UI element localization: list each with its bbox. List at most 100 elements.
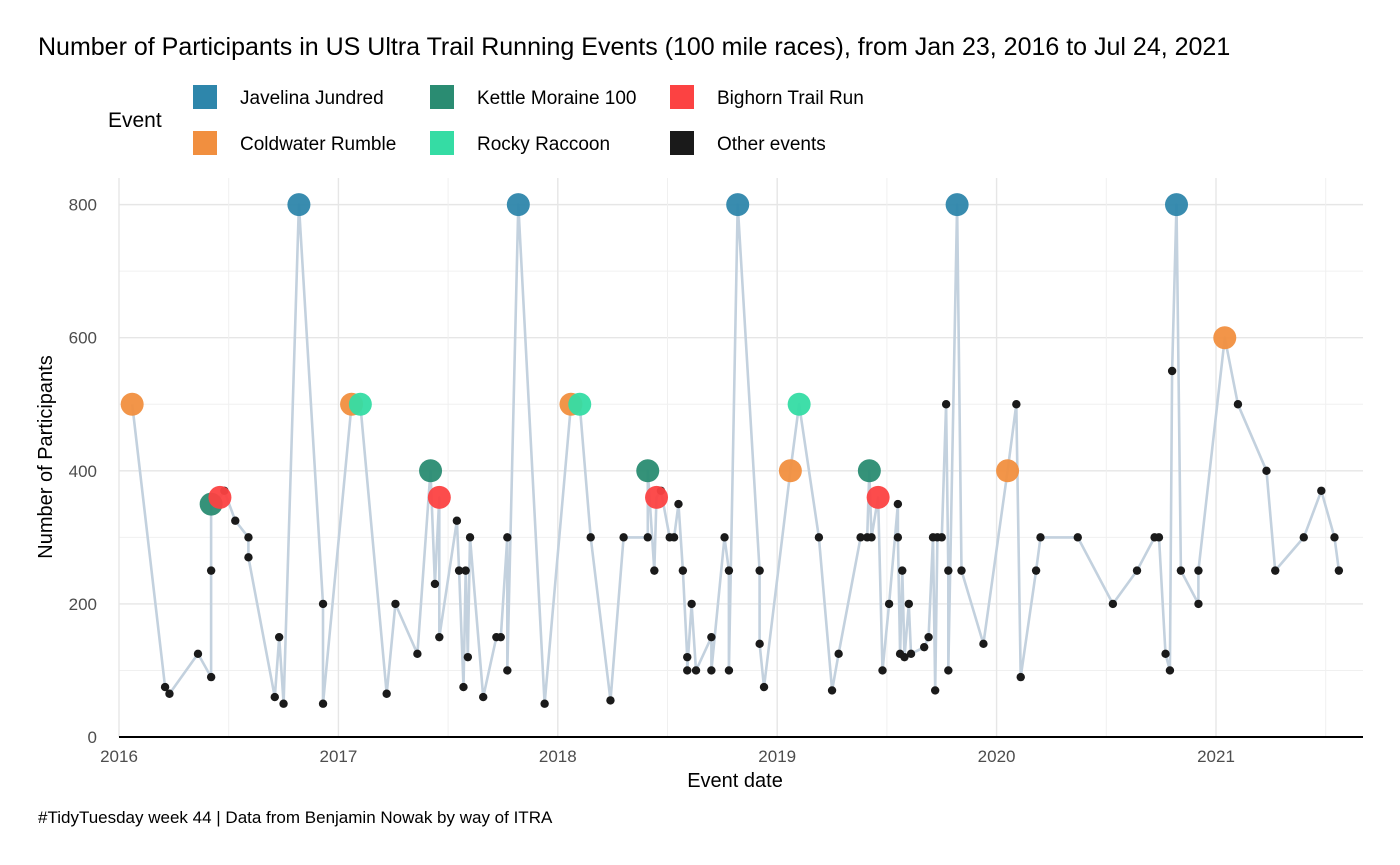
participants-line: [132, 205, 1339, 704]
point-other: [687, 600, 695, 608]
point-other: [683, 666, 691, 674]
point-other: [670, 533, 678, 541]
point-other: [1166, 666, 1174, 674]
legend-swatch-kettle: [430, 85, 454, 109]
point-other: [720, 533, 728, 541]
legend-label-rocky: Rocky Raccoon: [477, 134, 610, 155]
point-other: [466, 533, 474, 541]
legend-swatch-javelina: [193, 85, 217, 109]
legend-item-other: Other events: [670, 131, 826, 155]
point-other: [944, 566, 952, 574]
point-other: [931, 686, 939, 694]
point-other: [867, 533, 875, 541]
point-other: [755, 566, 763, 574]
point-other: [957, 566, 965, 574]
point-kettle: [858, 459, 881, 482]
series-line: [132, 205, 1339, 704]
point-other: [1300, 533, 1308, 541]
point-other: [644, 533, 652, 541]
y-tick-label: 600: [69, 329, 97, 348]
point-other: [944, 666, 952, 674]
point-other: [540, 700, 548, 708]
y-tick-label: 800: [69, 196, 97, 215]
point-javelina: [1165, 193, 1188, 216]
point-other: [453, 517, 461, 525]
point-other: [938, 533, 946, 541]
point-other: [1017, 673, 1025, 681]
legend-swatch-coldwater: [193, 131, 217, 155]
point-bighorn: [645, 486, 668, 509]
point-other: [725, 666, 733, 674]
point-other: [1168, 367, 1176, 375]
point-other: [898, 566, 906, 574]
point-other: [431, 580, 439, 588]
point-other: [894, 533, 902, 541]
point-other: [497, 633, 505, 641]
legend-label-kettle: Kettle Moraine 100: [477, 88, 637, 109]
point-other: [828, 686, 836, 694]
point-other: [435, 633, 443, 641]
point-other: [683, 653, 691, 661]
point-other: [1271, 566, 1279, 574]
point-other: [1330, 533, 1338, 541]
legend-swatch-rocky: [430, 131, 454, 155]
point-other: [1155, 533, 1163, 541]
point-other: [1234, 400, 1242, 408]
point-other: [760, 683, 768, 691]
point-other: [1161, 650, 1169, 658]
point-rocky: [568, 393, 591, 416]
point-other: [692, 666, 700, 674]
point-other: [815, 533, 823, 541]
point-other: [459, 683, 467, 691]
point-other: [1335, 566, 1343, 574]
y-tick-label: 400: [69, 462, 97, 481]
point-bighorn: [428, 486, 451, 509]
point-other: [674, 500, 682, 508]
point-other: [244, 553, 252, 561]
point-other: [979, 640, 987, 648]
point-other: [924, 633, 932, 641]
legend-title: Event: [108, 109, 162, 132]
point-other: [1262, 467, 1270, 475]
y-axis-title: Number of Participants: [35, 355, 57, 558]
chart-title: Number of Participants in US Ultra Trail…: [38, 33, 1230, 61]
point-javelina: [726, 193, 749, 216]
point-other: [413, 650, 421, 658]
point-kettle: [419, 459, 442, 482]
legend-swatch-bighorn: [670, 85, 694, 109]
point-coldwater: [1213, 326, 1236, 349]
legend-item-rocky: Rocky Raccoon: [430, 131, 610, 155]
point-other: [207, 673, 215, 681]
point-other: [319, 700, 327, 708]
point-other: [391, 600, 399, 608]
point-other: [606, 696, 614, 704]
point-other: [1032, 566, 1040, 574]
point-other: [942, 400, 950, 408]
point-other: [1133, 566, 1141, 574]
legend-item-bighorn: Bighorn Trail Run: [670, 85, 864, 109]
point-other: [587, 533, 595, 541]
point-other: [907, 650, 915, 658]
chart-caption: #TidyTuesday week 44 | Data from Benjami…: [38, 808, 553, 827]
point-other: [503, 533, 511, 541]
point-other: [885, 600, 893, 608]
x-tick-label: 2017: [319, 747, 357, 766]
x-tick-label: 2019: [758, 747, 796, 766]
point-other: [275, 633, 283, 641]
point-other: [1194, 600, 1202, 608]
point-bighorn: [867, 486, 890, 509]
legend-label-coldwater: Coldwater Rumble: [240, 134, 396, 155]
legend-label-other: Other events: [717, 134, 826, 155]
legend-item-javelina: Javelina Jundred: [193, 85, 384, 109]
point-kettle: [636, 459, 659, 482]
point-other: [207, 566, 215, 574]
point-other: [1036, 533, 1044, 541]
point-coldwater: [996, 459, 1019, 482]
point-other: [279, 700, 287, 708]
point-other: [194, 650, 202, 658]
point-other: [894, 500, 902, 508]
point-other: [650, 566, 658, 574]
point-other: [707, 666, 715, 674]
legend: Event Javelina Jundred Coldwater Rumble …: [108, 85, 864, 155]
point-other: [1012, 400, 1020, 408]
